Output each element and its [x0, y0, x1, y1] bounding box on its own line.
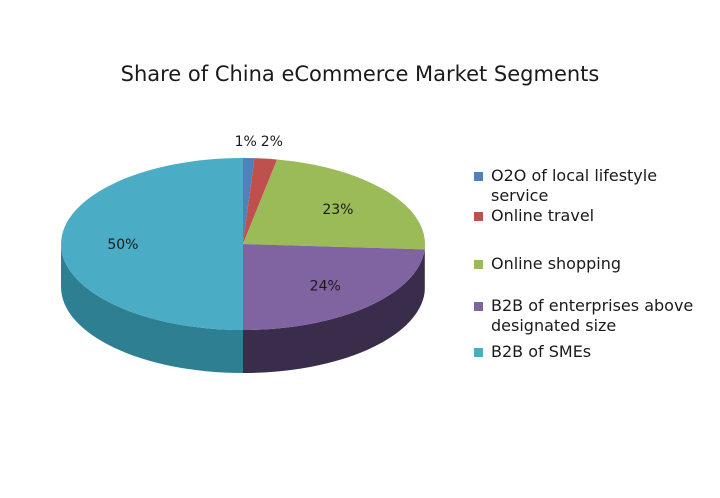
legend-item-b2b-smes: B2B of SMEs — [474, 342, 711, 362]
legend-label-b2b-smes: B2B of SMEs — [491, 342, 592, 361]
data-label-o2o: 1% — [235, 134, 257, 150]
pie-slice-o2o — [243, 158, 255, 244]
pie-side-b2b-enterprises — [243, 249, 425, 373]
pie-side-b2b-smes — [61, 244, 243, 373]
chart-title: Share of China eCommerce Market Segments — [120, 62, 600, 86]
legend-item-online-travel: Online travel — [474, 206, 711, 226]
legend-swatch-b2b-smes — [474, 348, 483, 357]
legend-item-b2b-enterprises: B2B of enterprises above designated size — [474, 296, 711, 336]
data-label-b2b-smes: 50% — [107, 237, 138, 253]
pie-slices — [61, 158, 425, 330]
legend-label-o2o: O2O of local lifestyle service — [491, 166, 658, 205]
pie-slice-b2b-smes — [61, 158, 244, 330]
data-label-b2b-enterprises: 24% — [310, 278, 341, 294]
legend-label-online-shopping: Online shopping — [491, 254, 622, 273]
legend-item-o2o: O2O of local lifestyle service — [474, 166, 711, 206]
legend-item-online-shopping: Online shopping — [474, 254, 711, 274]
legend-swatch-b2b-enterprises — [474, 302, 483, 311]
data-label-online-shopping: 23% — [322, 202, 353, 218]
legend-swatch-o2o — [474, 172, 483, 181]
pie-slice-online-travel — [243, 158, 278, 244]
legend-label-b2b-enterprises: B2B of enterprises above designated size — [491, 296, 694, 335]
pie-side-walls — [61, 244, 425, 373]
legend-swatch-online-travel — [474, 212, 483, 221]
pie-data-labels: 1% 2% 23% 24% 50% — [107, 134, 353, 294]
legend-swatch-online-shopping — [474, 260, 483, 269]
data-label-online-travel: 2% — [261, 134, 283, 150]
pie-slice-online-shopping — [243, 159, 425, 250]
legend-label-online-travel: Online travel — [491, 206, 595, 225]
pie-slice-b2b-enterprises — [243, 244, 425, 330]
